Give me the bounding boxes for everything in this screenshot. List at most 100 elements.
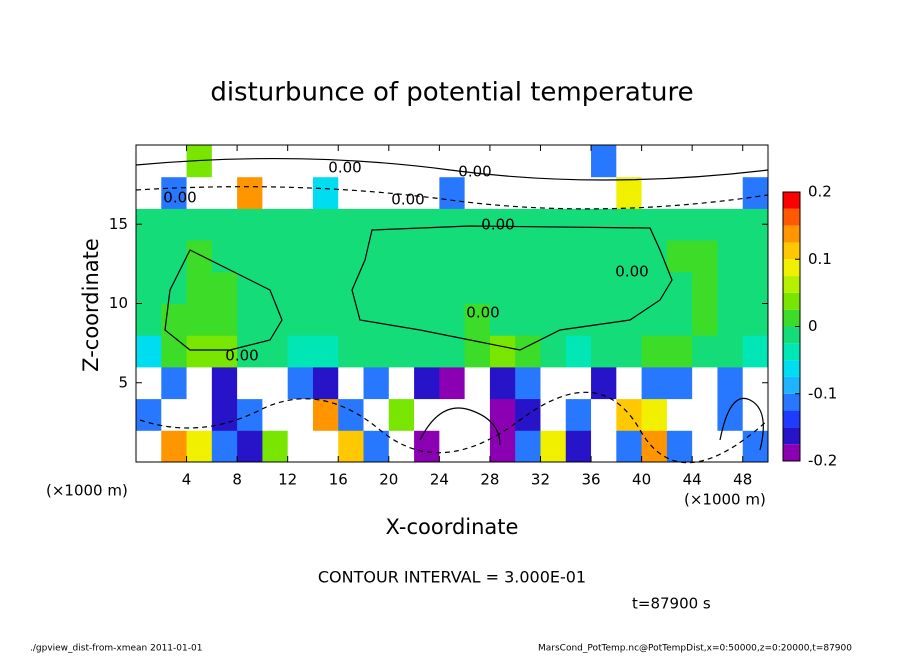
cell: [641, 366, 668, 400]
cell: [717, 176, 744, 209]
cell: [338, 176, 365, 209]
cell: [692, 271, 718, 304]
colorbar-swatch: [783, 326, 800, 344]
cell: [312, 430, 339, 463]
cell: [692, 366, 718, 400]
cell: [388, 430, 415, 463]
cell: [641, 335, 668, 368]
cell: [439, 430, 466, 463]
cell: [363, 335, 390, 368]
x-tick-label: 36: [581, 471, 600, 489]
cell: [717, 271, 744, 304]
cell: [742, 430, 769, 463]
cell: [414, 398, 440, 431]
cell: [616, 176, 643, 209]
cell: [161, 176, 188, 209]
cell: [489, 240, 516, 273]
cell: [717, 240, 744, 273]
cell: [464, 398, 491, 431]
cell: [363, 271, 390, 304]
cell: [591, 271, 617, 304]
cell: [414, 176, 440, 209]
cell: [363, 176, 390, 209]
cell: [186, 176, 213, 209]
contour-label: 0.00: [163, 189, 196, 207]
cell: [186, 208, 213, 241]
cell: [439, 335, 466, 368]
cell: [414, 271, 440, 304]
cell: [186, 430, 213, 463]
colorbar-swatch: [783, 427, 800, 445]
cell: [489, 366, 516, 400]
cell: [237, 430, 263, 463]
cell: [237, 240, 263, 273]
cell: [464, 208, 491, 241]
cell: [565, 176, 592, 209]
cell: [414, 430, 440, 463]
contour-line: [135, 186, 769, 210]
cell: [540, 398, 567, 431]
cell: [262, 240, 289, 273]
cell: [136, 430, 162, 463]
cell: [540, 335, 567, 368]
cell: [136, 176, 162, 209]
cell: [565, 335, 592, 368]
cell: [287, 208, 314, 241]
contour-line: [351, 225, 673, 351]
cell: [591, 398, 617, 431]
cell: [489, 176, 516, 209]
cell: [439, 303, 466, 336]
cell: [186, 240, 213, 273]
cell: [464, 430, 491, 463]
cell: [489, 271, 516, 304]
colorbar-swatch: [783, 242, 800, 260]
cell: [489, 208, 516, 241]
cell: [616, 145, 643, 178]
cell: [565, 303, 592, 336]
colorbar-swatch: [783, 376, 800, 394]
cell: [717, 208, 744, 241]
cell: [641, 398, 668, 431]
cell: [312, 240, 339, 273]
cell: [591, 430, 617, 463]
cell: [287, 271, 314, 304]
cell: [565, 398, 592, 431]
cell: [186, 366, 213, 400]
x-tick-label: 40: [632, 471, 651, 489]
cell: [591, 145, 617, 178]
cell: [515, 271, 541, 304]
cell: [363, 303, 390, 336]
cell: [742, 176, 769, 209]
cell: [262, 335, 289, 368]
cell: [388, 271, 415, 304]
cell: [312, 366, 339, 400]
cell: [262, 208, 289, 241]
cell: [136, 145, 162, 178]
colorbar-swatch: [783, 343, 800, 361]
colorbar-tick-label: 0: [808, 317, 818, 335]
cell: [287, 303, 314, 336]
cell: [641, 176, 668, 209]
cell: [312, 176, 339, 209]
cell: [742, 335, 769, 368]
x-tick-label: 44: [683, 471, 702, 489]
cell: [666, 398, 693, 431]
cell: [211, 271, 238, 304]
cell: [161, 366, 188, 400]
cell: [211, 145, 238, 178]
cell: [666, 176, 693, 209]
x-tick-label: 8: [232, 471, 242, 489]
contour-label: 0.00: [615, 263, 648, 281]
cell: [363, 430, 390, 463]
cell: [237, 335, 263, 368]
cell: [439, 271, 466, 304]
cell: [641, 271, 668, 304]
cell: [591, 366, 617, 400]
contour-label: 0.00: [391, 191, 424, 209]
cell: [540, 176, 567, 209]
cell: [565, 271, 592, 304]
cell: [439, 176, 466, 209]
cell: [186, 335, 213, 368]
cell: [363, 240, 390, 273]
